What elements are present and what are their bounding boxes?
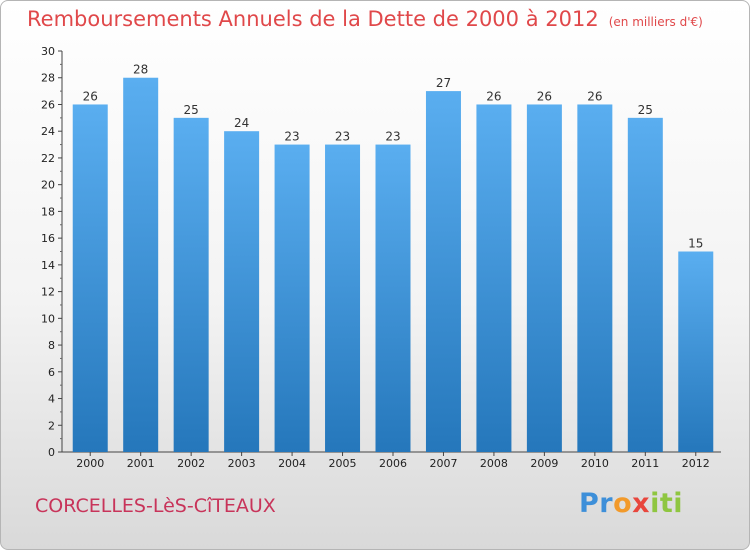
bar — [425, 91, 461, 452]
chart-title-text: Remboursements Annuels de la Dette de 20… — [27, 7, 599, 31]
y-tick-label: 6 — [48, 366, 55, 379]
bar — [325, 144, 361, 453]
x-tick-label: 2010 — [581, 457, 609, 470]
x-tick-label: 2005 — [329, 457, 357, 470]
bar — [72, 104, 108, 452]
y-tick-label: 12 — [41, 286, 55, 299]
data-label: 26 — [587, 89, 602, 103]
data-label: 26 — [537, 89, 552, 103]
x-tick-label: 2004 — [278, 457, 306, 470]
bar — [627, 117, 663, 452]
bar — [678, 251, 714, 452]
proxiti-logo: Proxiti — [579, 488, 684, 519]
x-tick-label: 2007 — [429, 457, 457, 470]
data-label: 23 — [284, 130, 299, 144]
y-tick-label: 22 — [41, 152, 55, 165]
x-tick-label: 2012 — [682, 457, 710, 470]
data-label: 24 — [234, 116, 249, 130]
data-label: 26 — [486, 89, 501, 103]
bar — [173, 117, 209, 452]
data-label: 15 — [688, 237, 703, 251]
bar — [123, 77, 159, 452]
commune-name: CORCELLES-LèS-CîTEAUX — [35, 495, 276, 517]
x-tick-label: 2008 — [480, 457, 508, 470]
x-tick-label: 2011 — [631, 457, 659, 470]
chart-title: Remboursements Annuels de la Dette de 20… — [27, 7, 703, 31]
y-tick-label: 8 — [48, 339, 55, 352]
bar — [526, 104, 562, 452]
x-tick-label: 2001 — [127, 457, 155, 470]
y-tick-label: 16 — [41, 232, 55, 245]
bar — [577, 104, 613, 452]
y-tick-label: 0 — [48, 446, 55, 459]
data-label: 25 — [184, 103, 199, 117]
data-label: 28 — [133, 63, 148, 77]
bar — [476, 104, 512, 452]
y-tick-label: 30 — [41, 45, 55, 58]
bar — [224, 131, 260, 452]
y-tick-label: 20 — [41, 179, 55, 192]
x-tick-label: 2002 — [177, 457, 205, 470]
x-tick-label: 2009 — [530, 457, 558, 470]
data-label: 25 — [638, 103, 653, 117]
data-label: 23 — [385, 130, 400, 144]
bars — [72, 77, 714, 453]
bar — [375, 144, 411, 453]
data-label: 23 — [335, 130, 350, 144]
data-labels: 26 28 25 24 23 23 23 27 26 26 26 25 15 — [83, 63, 704, 251]
y-tick-label: 2 — [48, 419, 55, 432]
y-tick-label: 26 — [41, 98, 55, 111]
y-tick-label: 28 — [41, 72, 55, 85]
x-tick-label: 2006 — [379, 457, 407, 470]
x-tick-label: 2000 — [76, 457, 104, 470]
data-label: 27 — [436, 76, 451, 90]
y-tick-label: 24 — [41, 125, 55, 138]
y-tick-label: 10 — [41, 312, 55, 325]
data-label: 26 — [83, 89, 98, 103]
y-tick-label: 4 — [48, 393, 55, 406]
chart-unit: (en milliers d'€) — [608, 15, 703, 29]
bar — [274, 144, 310, 453]
y-tick-label: 14 — [41, 259, 55, 272]
y-tick-label: 18 — [41, 205, 55, 218]
x-tick-label: 2003 — [228, 457, 256, 470]
